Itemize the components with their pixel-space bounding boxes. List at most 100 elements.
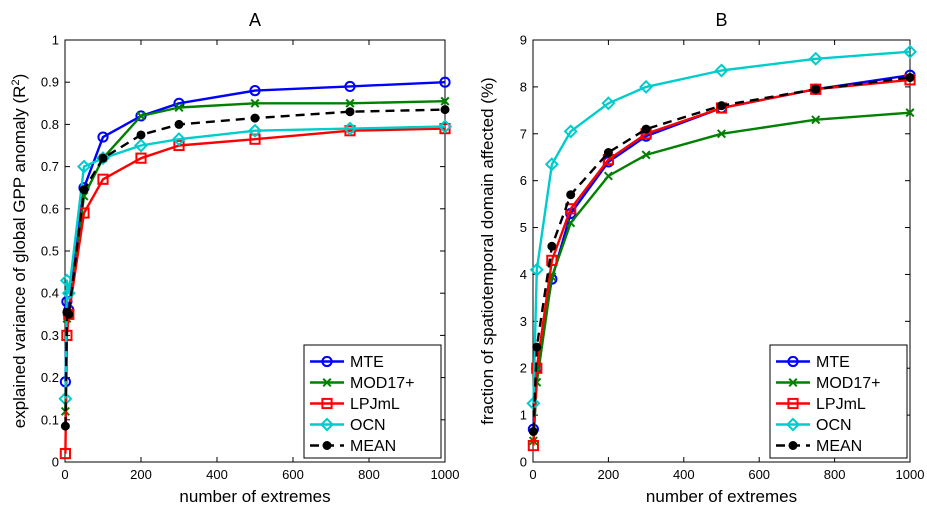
data-point-mod17 — [250, 98, 260, 108]
y-tick-label: 1 — [520, 408, 527, 423]
data-point-lpjml — [135, 152, 147, 164]
y-tick-label: 0.1 — [41, 412, 59, 427]
x-tick-label: 800 — [358, 467, 380, 482]
data-point-ocn — [563, 124, 578, 139]
x-tick-label: 1000 — [431, 467, 460, 482]
data-point-mod17 — [345, 98, 355, 108]
data-point-ocn — [544, 157, 559, 172]
series-ocn — [526, 44, 918, 411]
series-mean — [528, 73, 915, 437]
legend-box — [303, 344, 442, 459]
data-point-ocn — [171, 132, 187, 147]
panel-title: B — [715, 10, 727, 30]
legend: MTE MOD17+ LPJmL OCN MEAN — [303, 344, 442, 459]
legend-marker-ocn — [319, 417, 335, 432]
data-point-mod17 — [174, 103, 184, 113]
y-tick-label: 9 — [520, 33, 527, 48]
data-point-ocn — [601, 96, 616, 111]
y-axis-label-text: fraction of spatiotemporal domain affect… — [478, 77, 497, 424]
data-point-mod17 — [440, 96, 450, 106]
x-tick-label: 600 — [282, 467, 304, 482]
x-tick-label: 0 — [61, 467, 68, 482]
y-tick-label: 5 — [520, 220, 527, 235]
y-tick-label: 8 — [520, 79, 527, 94]
series-line-ocn — [64, 125, 446, 399]
legend-label-ocn: OCN — [816, 417, 852, 434]
data-point-mte — [344, 80, 356, 93]
data-point-ocn — [437, 119, 453, 134]
x-axis-label: number of extremes — [179, 487, 330, 506]
x-tick-label: 0 — [529, 467, 536, 482]
y-tick-label: 0.7 — [41, 159, 59, 174]
data-point-mean — [440, 105, 450, 115]
data-point-mean — [64, 309, 74, 319]
legend-label-mod17: MOD17+ — [816, 375, 880, 392]
data-point-ocn — [76, 159, 92, 174]
y-tick-label: 0.9 — [41, 75, 59, 90]
chart-panel-A: 0 200 400 600 800 1000 0 0.1 0.2 0.3 0.4 0.5 0.6 0.7 0… — [10, 10, 459, 506]
y-axis-label-end: ) — [10, 74, 29, 80]
y-tick-label: 4 — [520, 267, 527, 282]
panel-title: A — [249, 10, 261, 30]
legend-marker-mod17 — [788, 377, 798, 388]
data-point-mean — [905, 73, 915, 83]
data-point-lpjml — [173, 139, 185, 152]
y-tick-label: 0.6 — [41, 201, 59, 216]
legend-marker-mean — [322, 441, 332, 450]
data-point-mean — [345, 107, 355, 117]
y-tick-label: 0.4 — [41, 286, 59, 301]
y-axis-label-superscript: 2 — [10, 79, 22, 85]
legend-label-ocn: OCN — [350, 417, 386, 434]
data-point-mean — [98, 153, 108, 163]
legend-marker-mod17 — [322, 377, 332, 388]
legend-label-mte: MTE — [816, 354, 850, 371]
data-point-mte — [97, 131, 109, 143]
y-axis-label: fraction of spatiotemporal domain affect… — [478, 77, 497, 424]
data-point-ocn — [529, 262, 544, 277]
data-point-mean — [136, 130, 146, 140]
legend-label-mean: MEAN — [816, 438, 862, 455]
data-point-mean — [532, 342, 542, 352]
data-point-ocn — [133, 138, 149, 153]
x-tick-label: 400 — [673, 467, 695, 482]
data-point-mean — [811, 84, 821, 94]
legend-marker-ocn — [785, 417, 801, 432]
data-point-mod17 — [641, 150, 651, 160]
legend: MTE MOD17+ LPJmL OCN MEAN — [769, 344, 908, 459]
data-point-lpjml — [97, 173, 109, 185]
data-point-mean — [603, 148, 613, 158]
data-point-mean — [174, 119, 184, 129]
y-tick-label: 3 — [520, 314, 527, 329]
data-point-ocn — [808, 51, 823, 66]
x-axis-label: number of extremes — [646, 487, 797, 506]
data-point-ocn — [639, 79, 654, 94]
data-point-mean — [528, 427, 538, 437]
data-point-mod17 — [566, 218, 576, 228]
y-tick-label: 0.2 — [41, 370, 59, 385]
x-tick-label: 200 — [598, 467, 620, 482]
series-line-ocn — [532, 50, 911, 404]
y-axis-label: explained variance of global GPP anomaly… — [10, 74, 29, 429]
data-point-mean — [566, 190, 576, 200]
data-point-mod17 — [905, 108, 915, 118]
data-point-ocn — [247, 123, 263, 138]
y-tick-label: 0 — [52, 455, 59, 470]
legend-marker-lpjml — [787, 397, 799, 410]
legend-label-mte: MTE — [350, 354, 384, 371]
data-point-mod17 — [716, 129, 727, 139]
y-tick-label: 0.5 — [41, 244, 59, 259]
data-point-ocn — [714, 63, 729, 78]
y-tick-label: 0.3 — [41, 328, 59, 343]
legend-box — [769, 344, 908, 459]
y-tick-label: 1 — [52, 33, 59, 48]
series-mean — [60, 105, 450, 431]
data-point-ocn — [902, 44, 918, 59]
data-point-mean — [250, 113, 260, 123]
series-line-lpjml — [64, 127, 446, 454]
data-point-mod17 — [136, 111, 146, 121]
x-tick-label: 800 — [824, 467, 846, 482]
y-tick-label: 6 — [520, 173, 527, 188]
data-point-mte — [249, 85, 261, 97]
